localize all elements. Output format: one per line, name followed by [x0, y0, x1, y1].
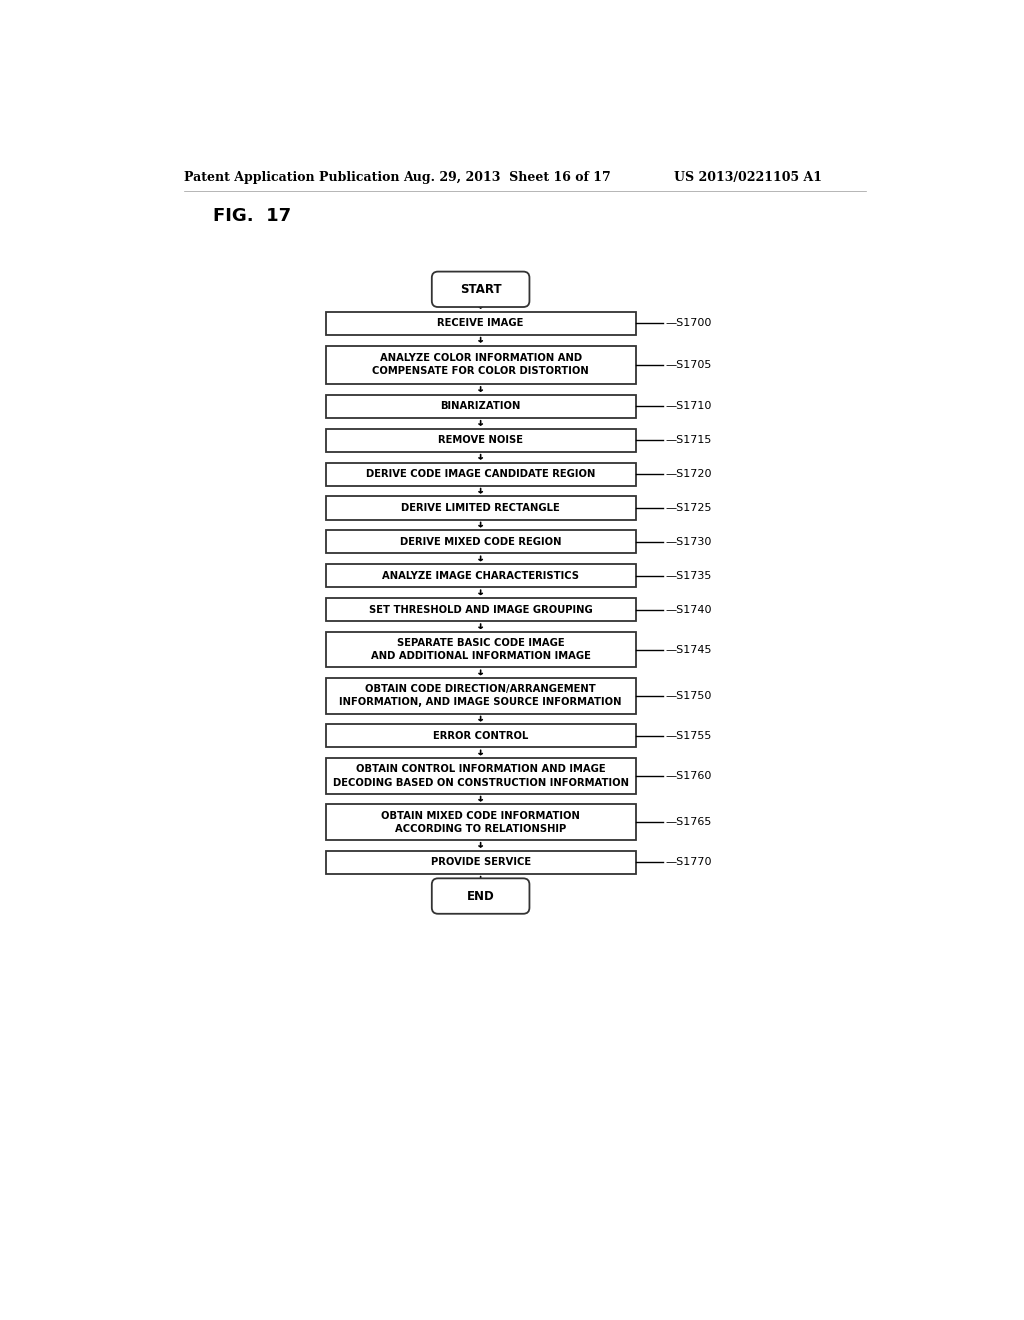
Text: —S1760: —S1760 [666, 771, 713, 781]
Text: Patent Application Publication: Patent Application Publication [183, 172, 399, 185]
Text: SET THRESHOLD AND IMAGE GROUPING: SET THRESHOLD AND IMAGE GROUPING [369, 605, 593, 615]
Text: —S1725: —S1725 [666, 503, 713, 513]
Text: START: START [460, 282, 502, 296]
Text: —S1715: —S1715 [666, 436, 713, 445]
Text: —S1705: —S1705 [666, 360, 713, 370]
Text: OBTAIN MIXED CODE INFORMATION
ACCORDING TO RELATIONSHIP: OBTAIN MIXED CODE INFORMATION ACCORDING … [381, 810, 580, 834]
Text: Aug. 29, 2013  Sheet 16 of 17: Aug. 29, 2013 Sheet 16 of 17 [403, 172, 611, 185]
FancyBboxPatch shape [326, 804, 636, 840]
Text: —S1710: —S1710 [666, 401, 713, 412]
Text: —S1750: —S1750 [666, 690, 713, 701]
FancyBboxPatch shape [326, 632, 636, 668]
FancyBboxPatch shape [326, 346, 636, 384]
Text: US 2013/0221105 A1: US 2013/0221105 A1 [675, 172, 822, 185]
FancyBboxPatch shape [326, 564, 636, 587]
FancyBboxPatch shape [326, 850, 636, 874]
FancyBboxPatch shape [326, 678, 636, 714]
Text: PROVIDE SERVICE: PROVIDE SERVICE [430, 857, 530, 867]
FancyBboxPatch shape [326, 395, 636, 418]
Text: SEPARATE BASIC CODE IMAGE
AND ADDITIONAL INFORMATION IMAGE: SEPARATE BASIC CODE IMAGE AND ADDITIONAL… [371, 638, 591, 661]
FancyBboxPatch shape [326, 312, 636, 335]
FancyBboxPatch shape [326, 758, 636, 793]
Text: —S1755: —S1755 [666, 731, 713, 741]
Text: —S1700: —S1700 [666, 318, 713, 329]
FancyBboxPatch shape [326, 496, 636, 520]
FancyBboxPatch shape [432, 878, 529, 913]
Text: ERROR CONTROL: ERROR CONTROL [433, 731, 528, 741]
Text: DERIVE CODE IMAGE CANDIDATE REGION: DERIVE CODE IMAGE CANDIDATE REGION [366, 469, 595, 479]
FancyBboxPatch shape [326, 598, 636, 622]
FancyBboxPatch shape [326, 429, 636, 451]
Text: ANALYZE COLOR INFORMATION AND
COMPENSATE FOR COLOR DISTORTION: ANALYZE COLOR INFORMATION AND COMPENSATE… [373, 354, 589, 376]
FancyBboxPatch shape [326, 462, 636, 486]
Text: —S1735: —S1735 [666, 570, 713, 581]
Text: DERIVE MIXED CODE REGION: DERIVE MIXED CODE REGION [400, 537, 561, 546]
Text: —S1770: —S1770 [666, 857, 713, 867]
Text: END: END [467, 890, 495, 903]
Text: —S1730: —S1730 [666, 537, 713, 546]
Text: DERIVE LIMITED RECTANGLE: DERIVE LIMITED RECTANGLE [401, 503, 560, 513]
Text: OBTAIN CONTROL INFORMATION AND IMAGE
DECODING BASED ON CONSTRUCTION INFORMATION: OBTAIN CONTROL INFORMATION AND IMAGE DEC… [333, 764, 629, 788]
FancyBboxPatch shape [432, 272, 529, 308]
Text: OBTAIN CODE DIRECTION/ARRANGEMENT
INFORMATION, AND IMAGE SOURCE INFORMATION: OBTAIN CODE DIRECTION/ARRANGEMENT INFORM… [339, 684, 622, 708]
Text: RECEIVE IMAGE: RECEIVE IMAGE [437, 318, 524, 329]
Text: —S1740: —S1740 [666, 605, 713, 615]
Text: REMOVE NOISE: REMOVE NOISE [438, 436, 523, 445]
Text: ANALYZE IMAGE CHARACTERISTICS: ANALYZE IMAGE CHARACTERISTICS [382, 570, 580, 581]
Text: BINARIZATION: BINARIZATION [440, 401, 521, 412]
FancyBboxPatch shape [326, 725, 636, 747]
Text: FIG.  17: FIG. 17 [213, 207, 292, 226]
FancyBboxPatch shape [326, 531, 636, 553]
Text: —S1745: —S1745 [666, 644, 713, 655]
Text: —S1720: —S1720 [666, 469, 713, 479]
Text: —S1765: —S1765 [666, 817, 713, 828]
